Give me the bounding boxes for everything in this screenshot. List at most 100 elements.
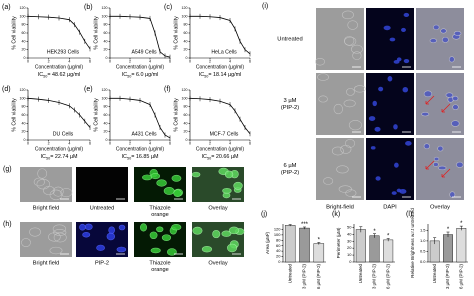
- ic50-value: = 20.66 µM: [211, 154, 239, 160]
- ic50-label: IC50= 6.0 µg/ml: [122, 72, 159, 78]
- cell: [423, 90, 433, 98]
- cell: [161, 234, 172, 241]
- cell-line-label: HeLa Cells: [211, 49, 237, 55]
- cell-line-label: MCF-7 Cells: [210, 131, 239, 137]
- panel-label: (c): [164, 4, 172, 11]
- panel-label: (f): [164, 86, 171, 93]
- x-tick-label: 0: [27, 60, 29, 64]
- cell: [173, 189, 182, 197]
- bar: [369, 235, 380, 263]
- viability-curve: [27, 97, 91, 128]
- y-tick-label: 20: [347, 245, 352, 250]
- y-tick-label: 80: [276, 237, 281, 242]
- arrow: [425, 160, 435, 170]
- image-label: Overlay: [208, 205, 227, 211]
- y-tick-label: 120: [102, 88, 108, 92]
- cell: [150, 247, 161, 254]
- ic50-prefix: IC: [202, 154, 207, 160]
- y-tick-label: 80: [184, 105, 188, 109]
- cell: [445, 92, 454, 98]
- cell: [116, 246, 127, 253]
- micrograph: [20, 222, 72, 257]
- y-tick-label: 0: [106, 56, 108, 60]
- ic50-prefix: IC: [199, 72, 204, 78]
- cell: [393, 60, 400, 64]
- cell: [336, 165, 349, 174]
- cell: [191, 171, 201, 178]
- cell: [441, 36, 449, 43]
- arrow: [425, 95, 435, 105]
- cell: [421, 112, 430, 117]
- image-label: Bright field: [33, 260, 59, 266]
- ic50-value: = 6.0 µg/ml: [131, 72, 158, 78]
- cell: [383, 25, 391, 31]
- cell: [346, 88, 355, 96]
- cell: [453, 31, 462, 36]
- ic50-sub: 50: [127, 157, 131, 161]
- image-label: Overlay: [208, 260, 227, 266]
- cell: [224, 170, 234, 179]
- y-tick-label: 20: [22, 130, 26, 134]
- ic50-prefix: IC: [38, 72, 43, 78]
- cell: [432, 24, 440, 30]
- x-tick-label: 4: [149, 142, 151, 146]
- cell: [351, 44, 363, 54]
- y-tick-label: 100: [274, 232, 281, 237]
- y-tick-label: 80: [22, 105, 26, 109]
- cell: [29, 227, 41, 237]
- y-tick-label: 40: [104, 121, 108, 125]
- cell: [338, 185, 352, 193]
- y-tick-label: 60: [22, 31, 26, 35]
- category-label: Untreated: [432, 263, 437, 283]
- panel-label: (h): [3, 221, 12, 228]
- y-axis-label: % Cell viability: [173, 16, 179, 50]
- y-tick-label: 80: [104, 23, 108, 27]
- ic50-sub: 50: [207, 157, 211, 161]
- cell: [448, 56, 455, 63]
- y-tick-label: 0: [24, 138, 26, 142]
- cell: [150, 172, 161, 180]
- image-label: orange: [151, 267, 168, 273]
- y-tick-label: 40: [22, 121, 26, 125]
- cell: [140, 223, 148, 232]
- cell: [53, 232, 67, 243]
- ic50-value: = 22.74 µM: [50, 154, 78, 160]
- cell: [233, 181, 243, 190]
- category-label: Untreated: [287, 263, 292, 283]
- y-tick-label: 40: [184, 39, 188, 43]
- cell: [396, 188, 402, 193]
- cell: [323, 177, 334, 185]
- x-tick-label: 2: [129, 142, 131, 146]
- x-tick-label: 4: [68, 142, 70, 146]
- cell: [423, 143, 430, 150]
- cell-line-label: A549 Cells: [131, 49, 156, 55]
- cell: [21, 238, 31, 248]
- cell: [84, 223, 93, 230]
- column-label: DAPI: [383, 205, 397, 211]
- image-label: Thiazole: [149, 260, 170, 266]
- ic50-sub: 50: [43, 75, 47, 79]
- cell: [317, 73, 329, 81]
- significance: *: [318, 238, 321, 244]
- cell: [48, 232, 61, 242]
- panel-label: (a): [2, 4, 11, 11]
- y-axis-label: % Cell viability: [93, 98, 99, 132]
- error-bar: [446, 231, 450, 238]
- cell: [60, 188, 73, 198]
- cell: [394, 162, 399, 168]
- column-label: Overlay: [430, 205, 450, 211]
- y-tick-label: 120: [274, 226, 281, 231]
- cell: [331, 146, 344, 156]
- cell: [171, 174, 182, 182]
- category-label: 6 µM (PIP-2): [316, 263, 321, 289]
- cell: [52, 186, 64, 197]
- row-label: 3 µM: [283, 98, 296, 104]
- cell: [452, 104, 459, 111]
- cell-line-label: DU Cells: [53, 131, 74, 137]
- ic50-label: IC50= 22.74 µM: [41, 154, 78, 160]
- y-tick-label: 20: [104, 130, 108, 134]
- y-tick-label: 60: [184, 31, 188, 35]
- arrow: [441, 103, 451, 113]
- y-tick-label: 0: [186, 138, 188, 142]
- image-label: Untreated: [90, 205, 115, 211]
